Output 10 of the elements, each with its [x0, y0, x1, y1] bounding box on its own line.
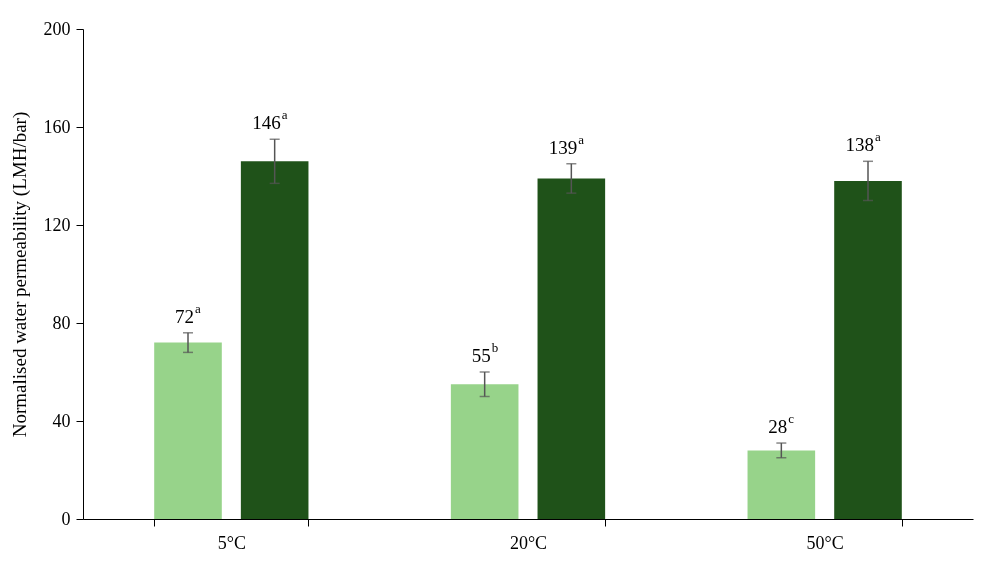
- y-tick-label: 80: [52, 312, 71, 333]
- x-tick-label: 20°C: [509, 532, 548, 553]
- x-tick-label: 5°C: [217, 532, 246, 553]
- y-tick-label: 200: [43, 18, 71, 39]
- y-axis-title: Normalised water permeability (LMH/bar): [8, 111, 31, 438]
- y-tick-label: 40: [52, 410, 71, 431]
- x-tick-label: 50°C: [806, 532, 844, 553]
- y-tick-label: 160: [43, 116, 71, 137]
- y-tick-label: 0: [61, 508, 71, 529]
- y-tick-label: 120: [43, 214, 71, 235]
